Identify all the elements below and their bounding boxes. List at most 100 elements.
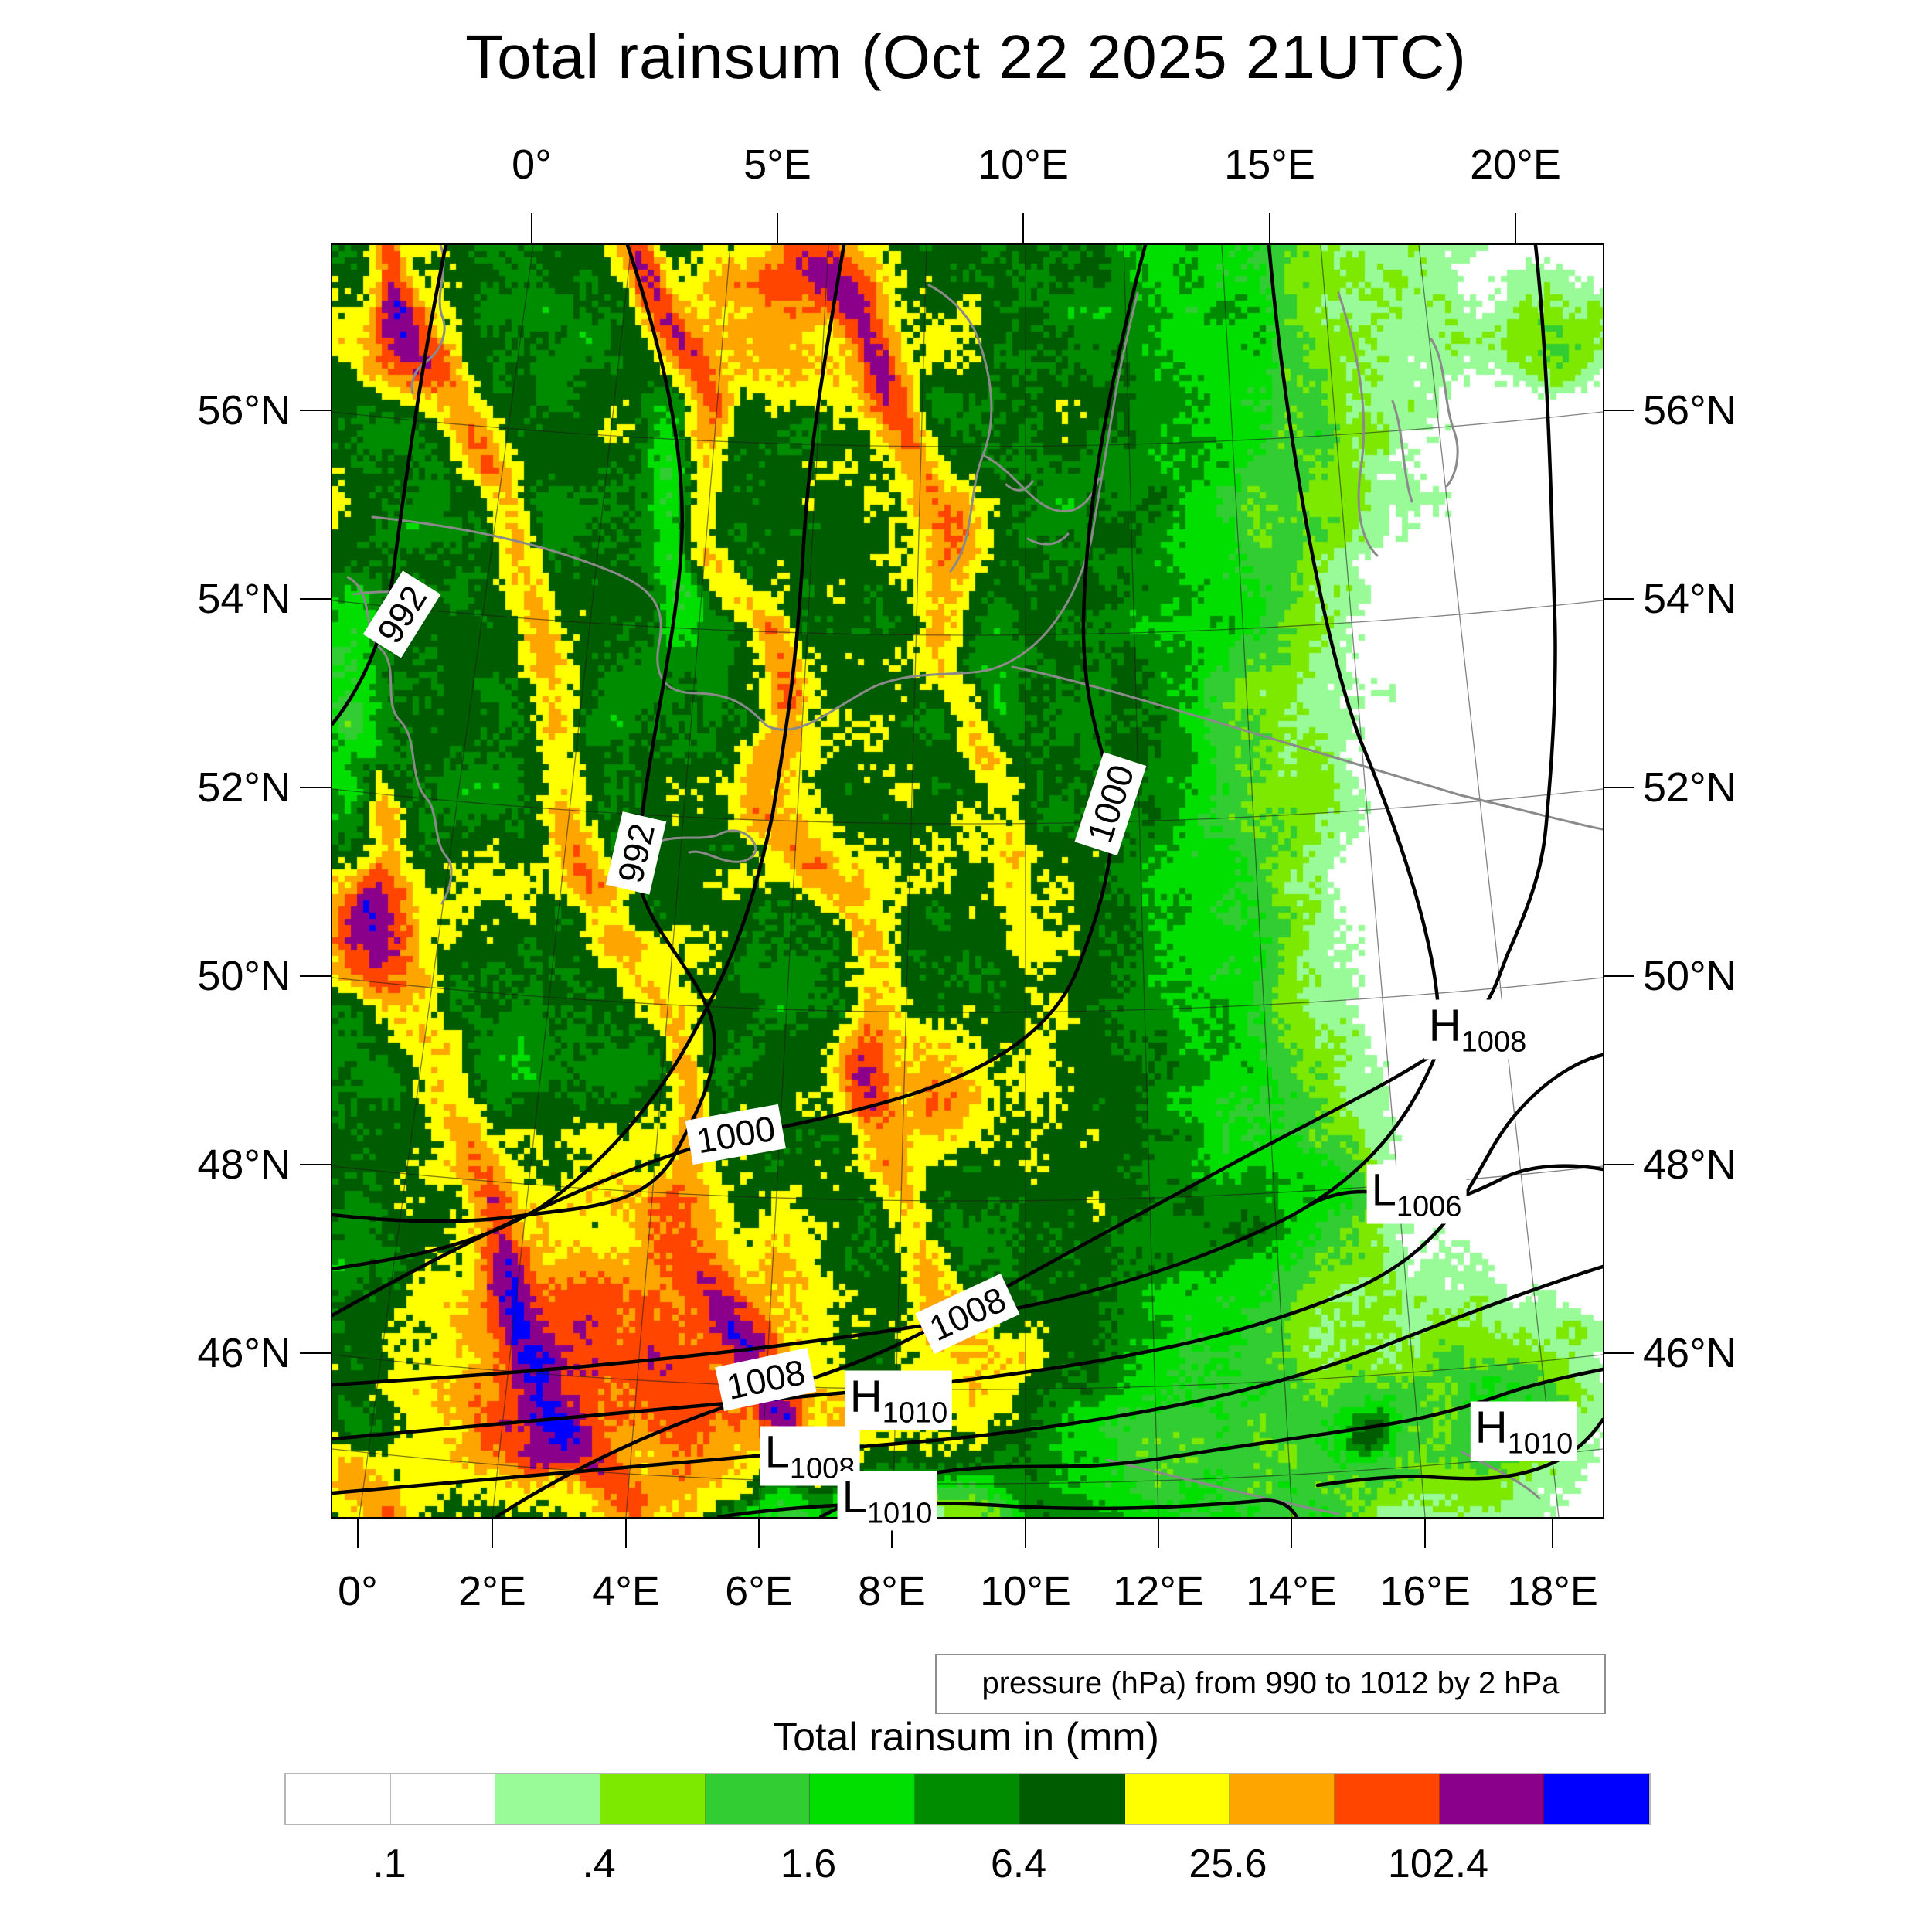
left-axis-tick (300, 787, 331, 788)
top-axis-label: 10°E (978, 141, 1069, 188)
legend-color-segment (390, 1774, 496, 1824)
legend-color-segment (1230, 1774, 1335, 1824)
bottom-axis-tick (1552, 1517, 1553, 1548)
bottom-axis-label: 14°E (1246, 1568, 1337, 1614)
legend-color-segment (1544, 1774, 1649, 1824)
pressure-contour-1012 (716, 1498, 1299, 1517)
graticule-parallel (332, 600, 1603, 636)
legend-color-segment (1334, 1774, 1440, 1824)
graticule-meridian (892, 245, 927, 1517)
pressure-center-letter: H (1428, 1000, 1461, 1051)
pressure-center-value: 1006 (1396, 1190, 1462, 1223)
pressure-center-label: H1008 (1423, 999, 1532, 1060)
graticule-meridian (1418, 245, 1560, 1517)
graticule-meridian (359, 245, 534, 1517)
right-axis-label: 50°N (1643, 953, 1736, 999)
bottom-axis-tick (1025, 1517, 1026, 1548)
pressure-center-value: 1008 (1461, 1026, 1527, 1059)
pressure-contour-1008 (494, 245, 1557, 1517)
graticule-meridian (1123, 245, 1159, 1517)
bottom-axis-label: 0° (338, 1568, 378, 1614)
graticule-meridian (1221, 245, 1293, 1517)
top-axis-label: 15°E (1224, 141, 1315, 188)
coastline-jutland (927, 284, 993, 573)
bottom-axis-tick (492, 1517, 493, 1548)
graticule-meridian (1320, 245, 1426, 1517)
right-axis-tick (1603, 787, 1634, 788)
coastline-rhine-delta (657, 829, 757, 863)
legend-color-segment (705, 1774, 811, 1824)
right-axis-tick (1603, 1352, 1634, 1354)
coastline-england (410, 245, 446, 395)
left-axis-tick (300, 1164, 331, 1165)
top-axis-label: 5°E (743, 141, 811, 188)
top-axis-tick (1515, 213, 1516, 243)
pressure-contour-992b (332, 245, 716, 1223)
pressure-center-letter: H (849, 1371, 883, 1422)
legend-tick-label: 6.4 (990, 1842, 1047, 1886)
left-axis-tick (300, 975, 331, 977)
graticule-parallel (332, 977, 1603, 1013)
legend-tick-label: .1 (372, 1842, 406, 1886)
top-axis-tick (777, 213, 778, 243)
pressure-center-letter: H (1475, 1402, 1508, 1453)
legend-color-segment (915, 1774, 1020, 1824)
legend-color-segment (600, 1774, 706, 1824)
legend-color-segment (286, 1774, 391, 1824)
bottom-axis-tick (758, 1517, 760, 1548)
top-axis-label: 20°E (1470, 141, 1561, 188)
coastline-channel-northsea (371, 291, 1139, 731)
legend-tick-label: 102.4 (1387, 1842, 1489, 1886)
graticule-parallel (332, 411, 1603, 447)
pressure-center-value: 1010 (1507, 1427, 1573, 1461)
left-axis-tick (300, 598, 331, 600)
legend-title: Total rainsum in (mm) (773, 1715, 1159, 1760)
right-axis-label: 48°N (1643, 1141, 1736, 1188)
pressure-center-label: L1010 (837, 1471, 937, 1531)
pressure-contour-1006 (332, 1264, 1603, 1495)
pressure-center-label: L1008 (760, 1426, 860, 1486)
top-axis-tick (531, 213, 532, 243)
right-axis-label: 56°N (1643, 387, 1736, 434)
bottom-axis-label: 4°E (592, 1568, 660, 1614)
pressure-center-value: 1010 (866, 1497, 933, 1530)
left-axis-label: 48°N (197, 1141, 291, 1188)
left-axis-tick (300, 410, 331, 411)
bottom-axis-tick (625, 1517, 627, 1548)
bottom-axis-label: 12°E (1113, 1568, 1204, 1614)
coastline-baltic-south (1011, 665, 1603, 831)
pressure-caption-text: pressure (hPa) from 990 to 1012 by 2 hPa (981, 1666, 1560, 1700)
top-axis-tick (1269, 213, 1270, 243)
right-axis-tick (1603, 598, 1634, 600)
pressure-center-label: L1006 (1366, 1164, 1467, 1224)
pressure-contour-1000 (332, 245, 1148, 1318)
bottom-axis-tick (891, 1517, 893, 1548)
right-axis-tick (1603, 1164, 1634, 1165)
pressure-contour-1002 (332, 245, 1440, 1387)
pressure-center-letter: L (764, 1427, 790, 1478)
graticule-lines (332, 245, 1603, 1517)
bottom-axis-tick (1291, 1517, 1292, 1548)
legend-color-segment (1124, 1774, 1230, 1824)
legend-tick-label: 25.6 (1189, 1842, 1267, 1886)
legend-color-segment (810, 1774, 916, 1824)
left-axis-label: 52°N (197, 764, 291, 811)
graticule-meridian (625, 245, 731, 1517)
top-axis-label: 0° (512, 141, 552, 188)
right-axis-label: 54°N (1643, 576, 1736, 622)
bottom-axis-tick (1424, 1517, 1426, 1548)
right-axis-tick (1603, 410, 1634, 411)
bottom-axis-tick (1158, 1517, 1159, 1548)
right-axis-label: 52°N (1643, 764, 1736, 811)
pressure-caption-box: pressure (hPa) from 990 to 1012 by 2 hPa (935, 1654, 1606, 1714)
pressure-center-label: H1010 (1470, 1401, 1578, 1461)
pressure-center-value: 1010 (882, 1396, 948, 1430)
graticule-parallel (332, 788, 1603, 825)
pressure-center-label: H1010 (845, 1370, 953, 1430)
right-axis-label: 46°N (1643, 1330, 1736, 1376)
legend-color-segment (1439, 1774, 1545, 1824)
bottom-axis-label: 8°E (858, 1568, 926, 1614)
left-axis-label: 56°N (197, 387, 291, 434)
bottom-axis-label: 18°E (1507, 1568, 1598, 1614)
